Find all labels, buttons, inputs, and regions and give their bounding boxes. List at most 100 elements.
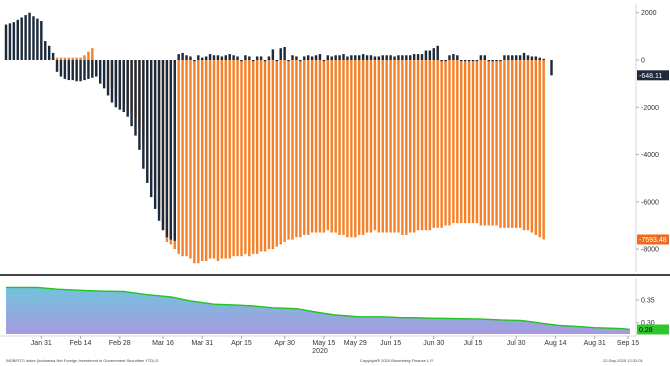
- orange-bar: [181, 60, 184, 257]
- orange-bar: [255, 60, 259, 254]
- upper-tick-label: 2000: [641, 10, 657, 17]
- navy-bar: [16, 19, 19, 60]
- orange-bar: [342, 60, 345, 235]
- orange-bar: [263, 60, 267, 252]
- navy-bar: [8, 23, 12, 60]
- navy-bar: [456, 55, 459, 60]
- orange-bar: [212, 60, 216, 259]
- navy-bar: [350, 55, 353, 60]
- orange-bar: [291, 60, 294, 240]
- orange-bar: [495, 60, 498, 226]
- navy-bar: [259, 56, 263, 60]
- navy-bar: [36, 18, 39, 60]
- navy-bar: [346, 56, 349, 60]
- navy-bar: [189, 56, 192, 60]
- orange-bar: [507, 60, 510, 228]
- navy-bar: [173, 60, 176, 241]
- navy-bar: [255, 56, 259, 60]
- x-tick-label: Jan 31: [31, 340, 52, 347]
- value-badges: -648.11 -7593.48 0.28: [637, 70, 669, 335]
- orange-bar: [538, 60, 541, 238]
- navy-bar: [460, 60, 463, 62]
- navy-bar: [142, 60, 145, 169]
- navy-bar: [467, 60, 471, 62]
- navy-bar: [169, 60, 173, 240]
- area-fill: [6, 287, 630, 334]
- navy-bar: [330, 56, 333, 60]
- navy-bar: [79, 60, 82, 82]
- navy-bar: [310, 56, 314, 60]
- navy-bar: [389, 55, 392, 60]
- navy-bar: [248, 56, 251, 60]
- orange-bar: [310, 60, 314, 233]
- navy-bar: [507, 55, 510, 60]
- navy-bar: [271, 49, 275, 60]
- orange-bar: [216, 60, 220, 261]
- upper-tick-label: 0: [641, 58, 645, 65]
- navy-bar: [471, 60, 475, 62]
- navy-bar: [499, 60, 502, 62]
- orange-bar: [330, 60, 333, 233]
- navy-bar: [240, 60, 243, 62]
- orange-bar: [405, 60, 408, 235]
- navy-bar: [177, 54, 180, 60]
- navy-bar: [283, 47, 286, 60]
- navy-bar: [550, 60, 553, 76]
- navy-bar: [20, 17, 23, 61]
- navy-bar: [181, 52, 184, 60]
- navy-bar: [491, 60, 494, 62]
- orange-bar: [295, 60, 298, 238]
- navy-bar: [412, 54, 416, 60]
- orange-bar: [436, 60, 439, 228]
- upper-tick-label: -2000: [641, 105, 659, 112]
- navy-bar: [420, 54, 424, 60]
- x-tick-label: May 29: [344, 340, 367, 347]
- navy-bar: [153, 60, 157, 209]
- navy-bar: [397, 55, 400, 60]
- navy-bar: [24, 15, 27, 61]
- navy-bar: [306, 55, 310, 60]
- navy-bar: [357, 55, 361, 60]
- navy-bar: [114, 60, 118, 108]
- x-tick-label: May 15: [312, 340, 335, 347]
- navy-bar: [102, 60, 106, 89]
- orange-bar: [381, 60, 384, 233]
- navy-bar: [212, 55, 216, 60]
- navy-bar: [275, 60, 279, 62]
- navy-bar: [522, 52, 526, 60]
- navy-bar: [334, 55, 337, 60]
- navy-bar: [134, 60, 137, 136]
- area-line: [6, 286, 631, 331]
- orange-bar: [385, 60, 388, 233]
- navy-bar: [373, 56, 377, 60]
- navy-bar: [216, 55, 220, 60]
- orange-bar: [393, 60, 396, 233]
- x-axis: Jan 31 Feb 14 Feb 28 Mar 16 Mar 31 Apr 15 Apr …: [0, 335, 639, 355]
- navy-bar: [47, 45, 51, 60]
- navy-bar: [342, 54, 345, 60]
- navy-bar: [267, 56, 271, 60]
- orange-bar: [267, 60, 271, 250]
- x-tick-label: Sep 15: [617, 340, 639, 347]
- navy-bar: [369, 55, 373, 60]
- x-tick-label: Jul 30: [507, 340, 526, 347]
- navy-bar: [263, 60, 267, 62]
- navy-bar: [91, 60, 94, 78]
- orange-bar: [475, 60, 479, 224]
- orange-bar: [514, 60, 518, 228]
- navy-bar: [393, 56, 396, 60]
- x-tick-label: Mar 16: [152, 340, 174, 347]
- orange-bar: [389, 60, 392, 233]
- navy-bar: [463, 60, 467, 62]
- orange-bar: [326, 60, 330, 231]
- orange-bar: [193, 60, 196, 264]
- orange-bar: [201, 60, 204, 261]
- navy-bar: [511, 55, 514, 60]
- orange-series-badge-bg: [637, 234, 669, 245]
- orange-bar: [75, 57, 78, 60]
- orange-bar: [530, 60, 534, 233]
- navy-bar: [98, 60, 102, 84]
- orange-bar: [303, 60, 306, 235]
- navy-bar: [542, 58, 545, 60]
